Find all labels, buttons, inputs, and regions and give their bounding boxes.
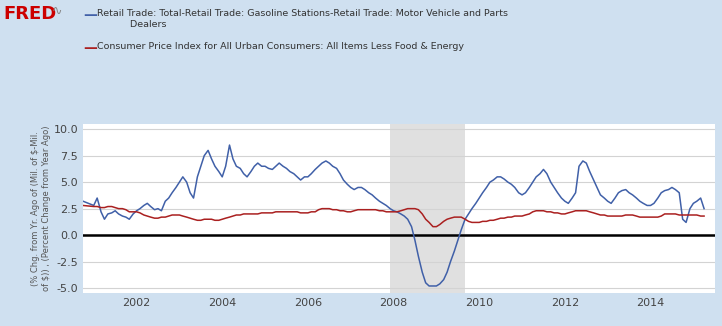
Y-axis label: (% Chg. from Yr. Ago of (Mil. of $-Mil.
of $)) , (Percent Change from Year Ago): (% Chg. from Yr. Ago of (Mil. of $-Mil. … [31,126,51,291]
Text: —: — [83,41,97,55]
Text: FRED: FRED [4,5,57,23]
Bar [83,124,715,293]
Text: ∿: ∿ [52,5,63,18]
Bar [83,124,390,293]
Bar [465,124,715,293]
Text: —: — [83,8,97,22]
Text: Consumer Price Index for All Urban Consumers: All Items Less Food & Energy: Consumer Price Index for All Urban Consu… [97,42,464,51]
Text: Retail Trade: Total-Retail Trade: Gasoline Stations-Retail Trade: Motor Vehicle : Retail Trade: Total-Retail Trade: Gasoli… [97,9,508,29]
